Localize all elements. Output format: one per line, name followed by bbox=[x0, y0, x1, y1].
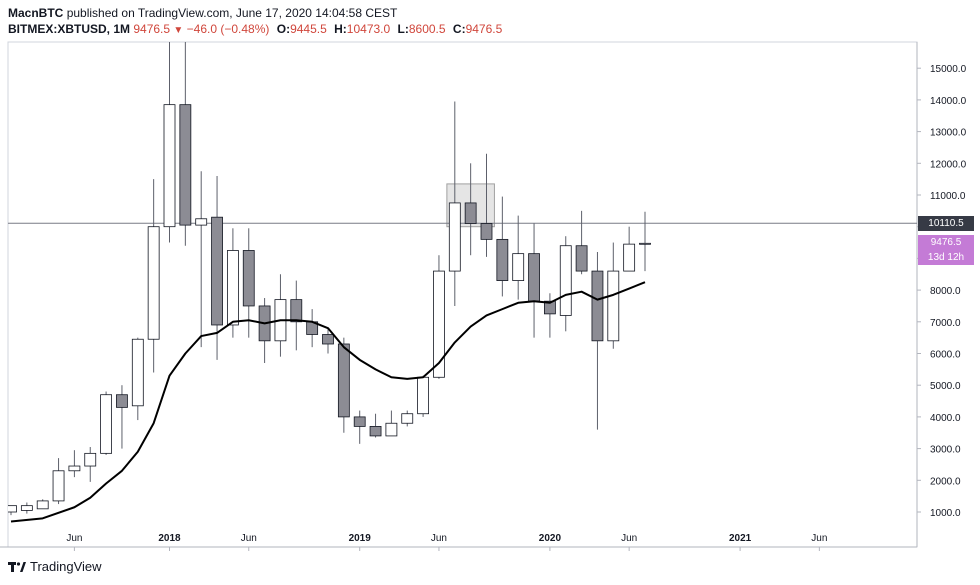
x-tick-label: 2020 bbox=[539, 533, 562, 544]
low-value: 8600.5 bbox=[408, 22, 446, 36]
candle-up bbox=[401, 413, 414, 424]
candles-group bbox=[8, 42, 651, 516]
x-tick-label: 2021 bbox=[729, 533, 752, 544]
plot-frame bbox=[7, 41, 918, 548]
moving-average-line bbox=[10, 281, 646, 523]
level-price-tag: 10110.5 bbox=[918, 216, 974, 231]
y-tick-label: 11000.0 bbox=[930, 191, 966, 202]
footer-branding[interactable]: TradingView bbox=[8, 559, 102, 574]
candle-down bbox=[464, 202, 477, 224]
candle-up bbox=[20, 505, 33, 511]
x-tick-label: Jun bbox=[621, 533, 637, 544]
high-value: 10473.0 bbox=[346, 22, 391, 36]
candle-up bbox=[607, 270, 620, 342]
candle-up bbox=[559, 245, 572, 316]
candle-up bbox=[163, 104, 176, 228]
candle-up bbox=[639, 242, 651, 245]
publish-info: published on TradingView.com, June 17, 2… bbox=[66, 6, 398, 20]
open-value: 9445.5 bbox=[290, 22, 327, 36]
candle-up bbox=[52, 470, 65, 502]
candle-down bbox=[369, 426, 382, 437]
candle-down bbox=[528, 253, 540, 302]
x-tick-label: Jun bbox=[811, 533, 827, 544]
candle-down bbox=[591, 270, 604, 342]
y-tick-label: 2000.0 bbox=[930, 476, 961, 487]
candle-down bbox=[116, 394, 128, 408]
countdown-tag: 13d 12h bbox=[918, 250, 974, 265]
candle-up bbox=[623, 243, 636, 272]
last-price: 9476.5 bbox=[133, 22, 171, 36]
candle-down bbox=[322, 334, 334, 345]
y-tick-label: 12000.0 bbox=[930, 159, 967, 170]
last-price-tag: 9476.5 bbox=[918, 235, 974, 250]
candle-down bbox=[290, 299, 303, 323]
y-tick-label: 5000.0 bbox=[930, 381, 961, 392]
candle-up bbox=[131, 338, 144, 407]
close-label: C: bbox=[452, 22, 466, 36]
x-tick-label: 2019 bbox=[349, 533, 372, 544]
candle-up bbox=[84, 452, 97, 467]
candle-up bbox=[147, 226, 160, 340]
x-tick-label: 2018 bbox=[158, 533, 181, 544]
symbol-label[interactable]: BITMEX:XBTUSD, 1M bbox=[8, 22, 131, 36]
chart-publisher-line: MacnBTC published on TradingView.com, Ju… bbox=[8, 6, 397, 20]
symbol-legend: BITMEX:XBTUSD, 1M 9476.5 ▼ −46.0 (−0.48%… bbox=[8, 22, 502, 36]
candle-down bbox=[575, 245, 588, 272]
high-label: H: bbox=[334, 22, 347, 36]
candle-up bbox=[100, 394, 112, 454]
y-tick-label: 6000.0 bbox=[930, 350, 961, 361]
open-label: O: bbox=[276, 22, 291, 36]
candle-down bbox=[179, 104, 192, 226]
y-tick-label: 4000.0 bbox=[930, 413, 961, 424]
candle-down bbox=[211, 216, 223, 326]
down-arrow-icon: ▼ bbox=[173, 25, 184, 36]
footer-brand-text: TradingView bbox=[30, 559, 102, 574]
candle-down bbox=[353, 416, 366, 427]
x-tick-label: Jun bbox=[66, 533, 82, 544]
low-label: L: bbox=[397, 22, 409, 36]
candle-down bbox=[496, 238, 509, 281]
candle-up bbox=[226, 250, 239, 326]
candle-up bbox=[433, 270, 445, 378]
candle-up bbox=[8, 505, 17, 513]
y-tick-label: 8000.0 bbox=[930, 286, 961, 297]
candle-up bbox=[68, 465, 81, 472]
candle-up bbox=[195, 218, 208, 226]
tradingview-logo-icon bbox=[8, 561, 26, 572]
close-value: 9476.5 bbox=[465, 22, 503, 36]
x-tick-label: Jun bbox=[241, 533, 257, 544]
x-tick-label: Jun bbox=[431, 533, 447, 544]
y-tick-label: 3000.0 bbox=[930, 445, 961, 456]
y-tick-label: 1000.0 bbox=[930, 508, 961, 519]
price-change: −46.0 (−0.48%) bbox=[186, 22, 270, 36]
y-tick-label: 13000.0 bbox=[930, 128, 967, 139]
y-tick-label: 15000.0 bbox=[930, 64, 967, 75]
candle-down bbox=[480, 223, 493, 240]
candle-up bbox=[385, 422, 398, 437]
y-tick-label: 7000.0 bbox=[930, 318, 961, 329]
candle-up bbox=[448, 202, 461, 272]
candle-up bbox=[417, 376, 430, 415]
author-name[interactable]: MacnBTC bbox=[8, 6, 64, 20]
candle-down bbox=[242, 250, 255, 307]
candle-up bbox=[512, 253, 525, 281]
candle-down bbox=[337, 343, 350, 418]
candle-down bbox=[544, 300, 556, 315]
y-tick-label: 14000.0 bbox=[930, 96, 967, 107]
candle-up bbox=[36, 500, 49, 510]
